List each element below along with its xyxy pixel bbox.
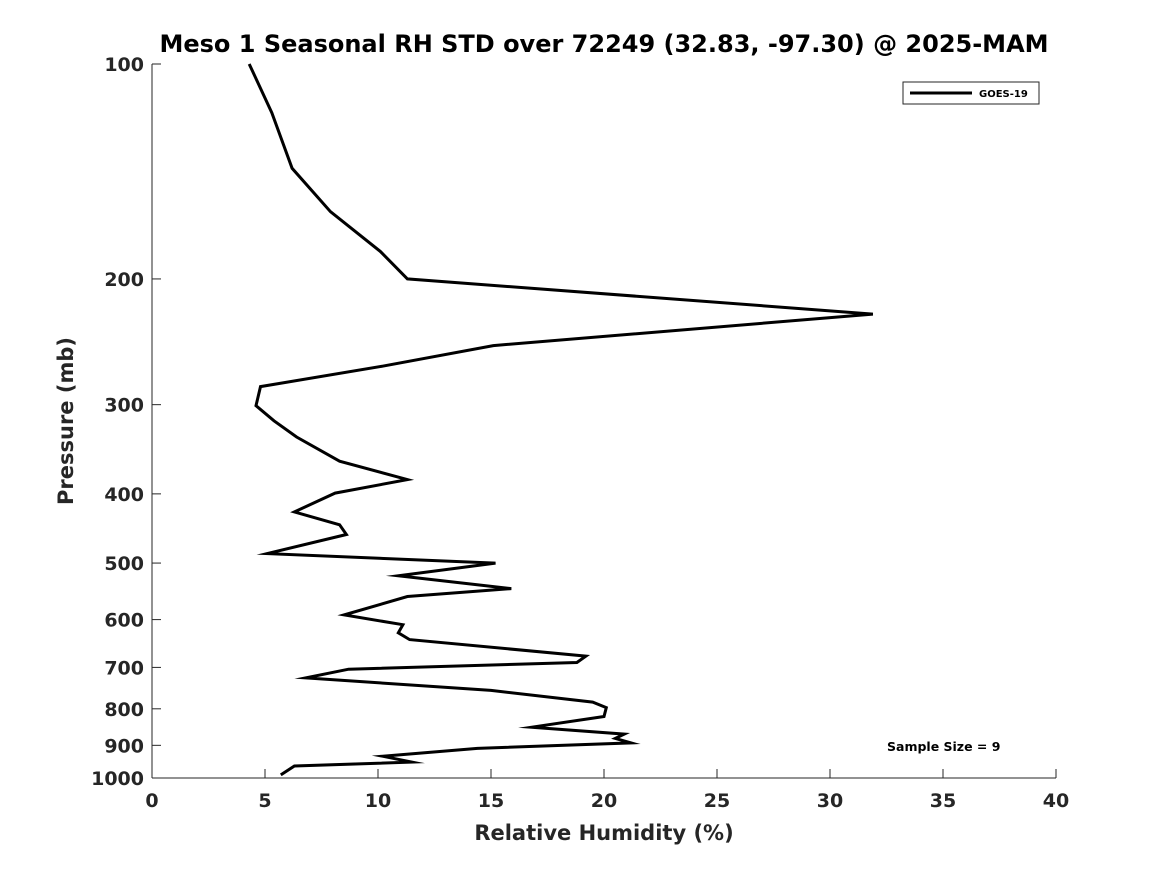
y-tick-label: 300 <box>104 395 144 417</box>
x-tick-label: 20 <box>591 790 617 812</box>
y-tick-label: 1000 <box>91 768 144 790</box>
sample-size-annotation: Sample Size = 9 <box>887 739 1000 754</box>
x-tick-label: 40 <box>1043 790 1069 812</box>
y-tick-label: 700 <box>104 657 144 679</box>
y-tick-label: 800 <box>104 699 144 721</box>
y-tick-label: 500 <box>104 553 144 575</box>
series-layer <box>247 63 874 777</box>
x-tick-label: 0 <box>145 790 158 812</box>
y-axis-label: Pressure (mb) <box>54 337 78 505</box>
y-tick-label: 900 <box>104 735 144 757</box>
series-line-goes-19 <box>247 63 874 777</box>
y-axis: 100 200 300 400 500 600 700 800 900 1000 <box>91 54 161 790</box>
y-tick-label: 400 <box>104 484 144 506</box>
x-tick-label: 35 <box>930 790 956 812</box>
y-tick-label: 100 <box>104 54 144 76</box>
y-tick-label: 600 <box>104 610 144 632</box>
x-tick-label: 25 <box>704 790 730 812</box>
x-tick-label: 10 <box>365 790 391 812</box>
x-axis: 0 5 10 15 20 25 30 35 40 <box>145 769 1069 812</box>
legend: GOES-19 <box>902 81 1040 105</box>
legend-label-goes-19: GOES-19 <box>979 89 1028 100</box>
chart-title: Meso 1 Seasonal RH STD over 72249 (32.83… <box>159 30 1048 58</box>
x-axis-label: Relative Humidity (%) <box>474 821 733 845</box>
x-tick-label: 30 <box>817 790 843 812</box>
x-tick-label: 15 <box>478 790 504 812</box>
x-tick-label: 5 <box>258 790 271 812</box>
y-tick-label: 200 <box>104 269 144 291</box>
